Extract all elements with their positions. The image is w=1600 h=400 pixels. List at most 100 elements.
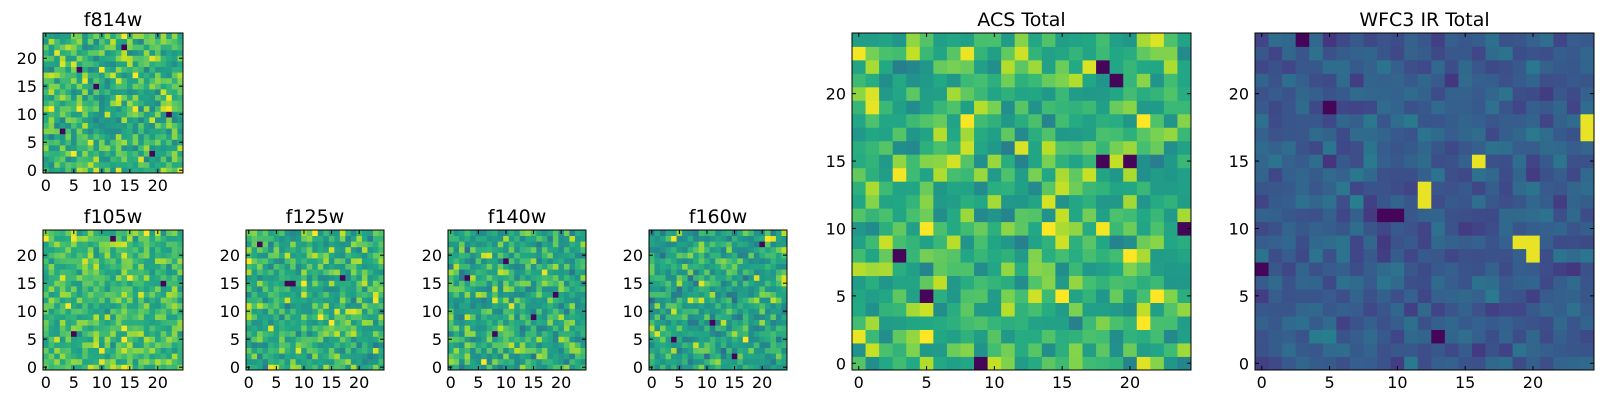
heatmap-cell [1177, 289, 1192, 303]
heatmap-cell [301, 269, 308, 276]
heatmap-cell [361, 336, 368, 343]
heatmap-cell [1136, 127, 1151, 142]
heatmap-cell [339, 302, 346, 309]
heatmap-cell [115, 156, 122, 163]
heatmap-cell [127, 241, 133, 248]
heatmap-cell [459, 302, 465, 309]
heatmap-cell [1295, 343, 1310, 357]
heatmap-cell [933, 262, 948, 277]
heatmap-cell [1499, 100, 1514, 115]
heatmap-cell [508, 358, 515, 365]
heatmap-cell [127, 72, 133, 79]
heatmap-cell [1404, 208, 1419, 223]
y-tick-label: 0 [27, 161, 37, 180]
heatmap-cell [974, 181, 988, 196]
heatmap-cell [279, 241, 286, 248]
heatmap-cell [378, 302, 385, 309]
x-tick-label: 10 [1387, 373, 1407, 392]
heatmap-cell [731, 336, 738, 343]
heatmap-cell [99, 44, 105, 51]
heatmap-cells [43, 230, 184, 371]
heatmap-cell [1377, 113, 1391, 128]
x-tick-label: 15 [120, 373, 140, 392]
heatmap-cell [301, 302, 308, 309]
heatmap-cell [731, 241, 738, 248]
heatmap-cell [687, 302, 694, 309]
heatmap-cell [654, 319, 661, 326]
heatmap-cell [166, 252, 173, 259]
heatmap-cell [312, 314, 319, 320]
heatmap-cell [1055, 181, 1070, 196]
heatmap-cell [1580, 140, 1595, 155]
heatmap-cell [121, 280, 128, 287]
heatmap-cell [76, 274, 83, 281]
heatmap-cell [933, 194, 948, 209]
heatmap-cell [177, 269, 184, 276]
heatmap-cell [1014, 86, 1029, 101]
heatmap-cell [166, 38, 173, 45]
heatmap-cell [1363, 33, 1378, 47]
heatmap-cell [1295, 194, 1310, 209]
heatmap-cell [257, 269, 263, 276]
heatmap-cell [104, 336, 111, 343]
heatmap-cell [775, 291, 782, 298]
heatmap-cell [43, 358, 49, 365]
heatmap-cell [1404, 73, 1419, 88]
heatmap-cell [698, 319, 705, 326]
heatmap-cell [892, 275, 907, 290]
heatmap-cell [1580, 316, 1595, 330]
heatmap-cell [1431, 343, 1446, 357]
heatmap-cell [1096, 356, 1111, 371]
heatmap-cell [508, 235, 515, 242]
heatmap-cell [127, 128, 133, 135]
heatmap-cell [514, 319, 521, 326]
heatmap-cell [82, 280, 89, 287]
heatmap-cell [649, 241, 655, 248]
heatmap-cell [753, 241, 760, 248]
heatmap-cell [59, 297, 66, 304]
heatmap-cell [279, 302, 286, 309]
heatmap-cell [770, 358, 777, 365]
heatmap-cell [48, 286, 55, 292]
heatmap-cell [378, 274, 385, 281]
heatmap-cell [748, 308, 755, 315]
heatmap-cell [372, 263, 379, 270]
heatmap-cell [960, 221, 975, 236]
x-tick-label: 10 [294, 373, 314, 392]
heatmap-cell [48, 263, 55, 270]
heatmap-cell [87, 72, 94, 79]
heatmap-cell [1041, 86, 1056, 101]
heatmap-cell [530, 325, 537, 332]
heatmap-cell [541, 353, 548, 360]
heatmap-cell [155, 302, 161, 309]
heatmap-cell [464, 286, 471, 292]
heatmap-cell [1268, 208, 1283, 223]
heatmap-cell [65, 161, 72, 168]
heatmap-cell [177, 286, 184, 292]
heatmap-cell [698, 353, 705, 360]
heatmap-cell [87, 263, 94, 270]
heatmap-cell [1431, 46, 1446, 61]
heatmap-cell [1390, 167, 1405, 182]
heatmap-cell [177, 347, 184, 354]
heatmap-cell [987, 329, 1002, 344]
heatmap-cell [693, 358, 700, 365]
heatmap-cell [448, 358, 454, 365]
heatmap-cell [166, 269, 173, 276]
heatmap-cell [372, 342, 379, 348]
heatmap-cell [514, 330, 521, 337]
heatmap-cell [486, 274, 493, 281]
heatmap-cell [1471, 356, 1486, 371]
heatmap-cell [569, 342, 576, 348]
heatmap-cell [262, 246, 269, 253]
heatmap-cell [737, 330, 744, 337]
heatmap-cell [160, 122, 167, 129]
heatmap-cell [1001, 262, 1016, 277]
heatmap-cell [541, 297, 548, 304]
heatmap-cell [448, 319, 454, 326]
heatmap-cell [448, 274, 454, 281]
heatmap-cell [464, 358, 471, 365]
heatmap-cell [115, 100, 122, 107]
heatmap-cell [1566, 140, 1581, 155]
heatmap-cell [693, 241, 700, 248]
